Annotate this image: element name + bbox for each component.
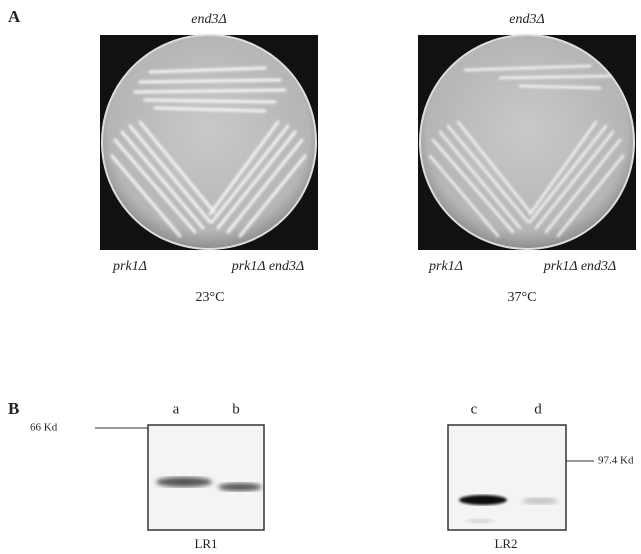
- strain-label: end3Δ: [509, 12, 544, 27]
- strain-label: prk1Δ end3Δ: [543, 259, 617, 274]
- strain-label: end3Δ: [191, 12, 226, 27]
- lane-label: b: [232, 401, 240, 417]
- marker-label: 97.4 Kd: [598, 455, 634, 467]
- blot: [448, 425, 566, 530]
- plate: [418, 35, 636, 250]
- blot-name: LR1: [194, 536, 217, 551]
- strain-label: prk1Δ: [428, 259, 463, 274]
- lane-label: a: [173, 401, 180, 417]
- panel-label: B: [8, 399, 19, 418]
- strain-label: prk1Δ end3Δ: [231, 259, 305, 274]
- strain-label: prk1Δ: [112, 259, 147, 274]
- lane-label: c: [471, 401, 478, 417]
- temperature: 23°C: [196, 290, 225, 305]
- marker-label: 66 Kd: [30, 422, 58, 434]
- plate: [100, 35, 318, 250]
- panel-label: A: [8, 7, 21, 26]
- lane-label: d: [534, 401, 542, 417]
- blot: [148, 425, 264, 530]
- figure: A end3Δ prk1Δ prk1Δ end3Δ 23°C end3Δ prk…: [0, 0, 641, 554]
- blot-name: LR2: [494, 536, 517, 551]
- temperature: 37°C: [508, 290, 537, 305]
